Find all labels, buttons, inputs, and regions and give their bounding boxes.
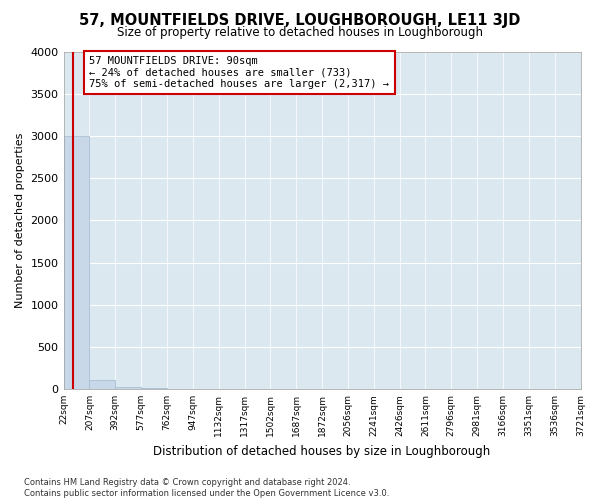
Text: Contains HM Land Registry data © Crown copyright and database right 2024.
Contai: Contains HM Land Registry data © Crown c… bbox=[24, 478, 389, 498]
Bar bbox=[89, 380, 115, 389]
Text: 57, MOUNTFIELDS DRIVE, LOUGHBOROUGH, LE11 3JD: 57, MOUNTFIELDS DRIVE, LOUGHBOROUGH, LE1… bbox=[79, 12, 521, 28]
Text: 57 MOUNTFIELDS DRIVE: 90sqm
← 24% of detached houses are smaller (733)
75% of se: 57 MOUNTFIELDS DRIVE: 90sqm ← 24% of det… bbox=[89, 56, 389, 89]
Bar bbox=[64, 136, 89, 389]
Text: Size of property relative to detached houses in Loughborough: Size of property relative to detached ho… bbox=[117, 26, 483, 39]
Bar bbox=[115, 386, 141, 389]
Y-axis label: Number of detached properties: Number of detached properties bbox=[15, 132, 25, 308]
Bar bbox=[141, 388, 167, 389]
X-axis label: Distribution of detached houses by size in Loughborough: Distribution of detached houses by size … bbox=[154, 444, 491, 458]
